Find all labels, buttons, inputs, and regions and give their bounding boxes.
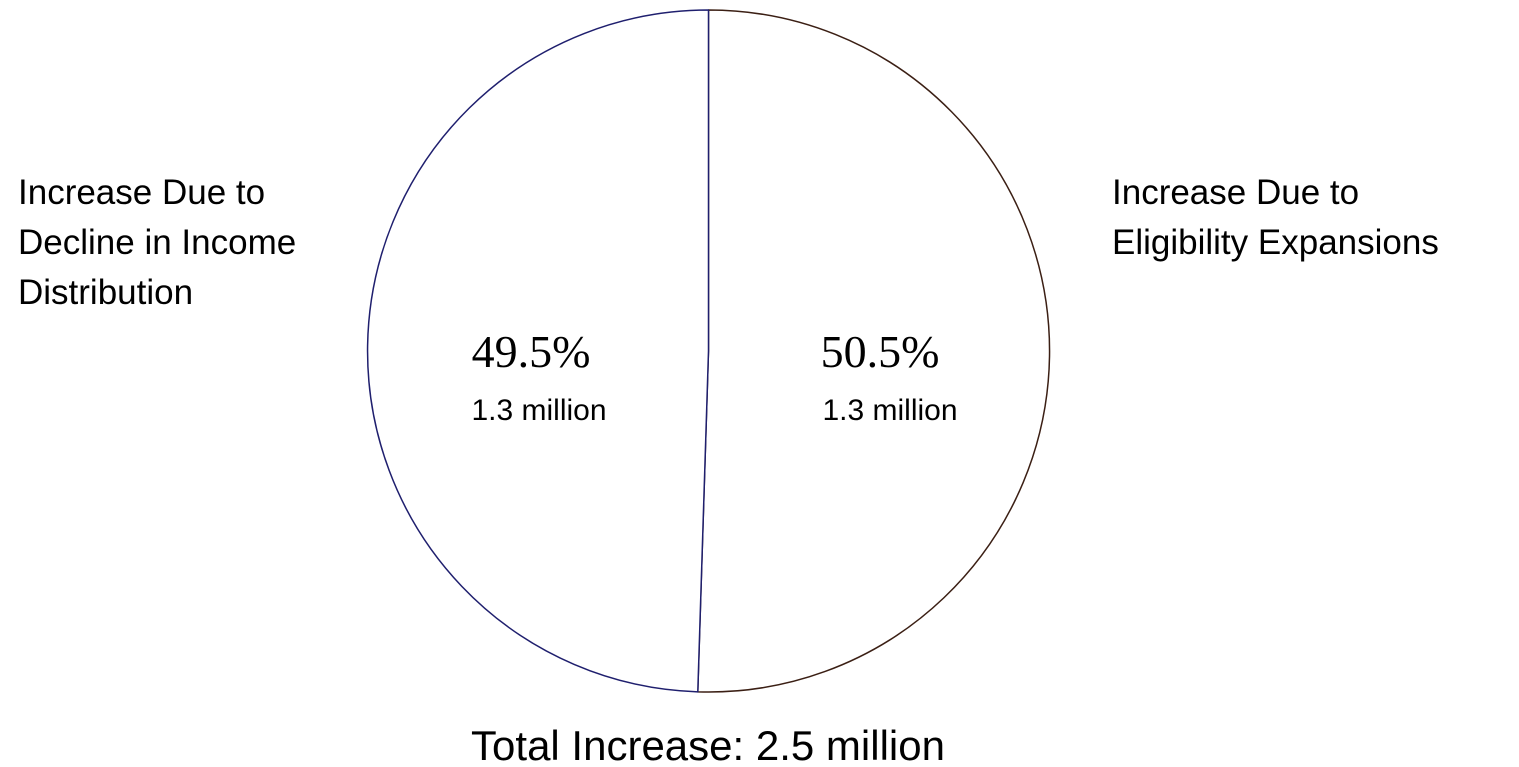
slice-label-line: Distribution bbox=[18, 273, 193, 312]
total-increase-caption: Total Increase: 2.5 million bbox=[471, 722, 945, 767]
pie-slice-eligibility-expansions bbox=[697, 9, 1051, 693]
pie-slice-income-decline bbox=[366, 9, 710, 693]
slice-label-income-decline: Increase Due to Decline in Income Distri… bbox=[18, 173, 306, 312]
value-label-eligibility-expansions: 1.3 million bbox=[822, 394, 957, 427]
slice-label-line: Decline in Income bbox=[18, 223, 296, 262]
slice-label-line: Increase Due to bbox=[1112, 173, 1359, 212]
pie-slices bbox=[366, 9, 1051, 693]
value-label-income-decline: 1.3 million bbox=[471, 394, 606, 427]
percent-label-income-decline: 49.5% bbox=[472, 326, 591, 377]
slice-label-line: Eligibility Expansions bbox=[1112, 223, 1439, 262]
percent-label-eligibility-expansions: 50.5% bbox=[821, 326, 940, 377]
slice-label-eligibility-expansions: Increase Due to Eligibility Expansions bbox=[1112, 173, 1439, 262]
slice-label-line: Increase Due to bbox=[18, 173, 265, 212]
